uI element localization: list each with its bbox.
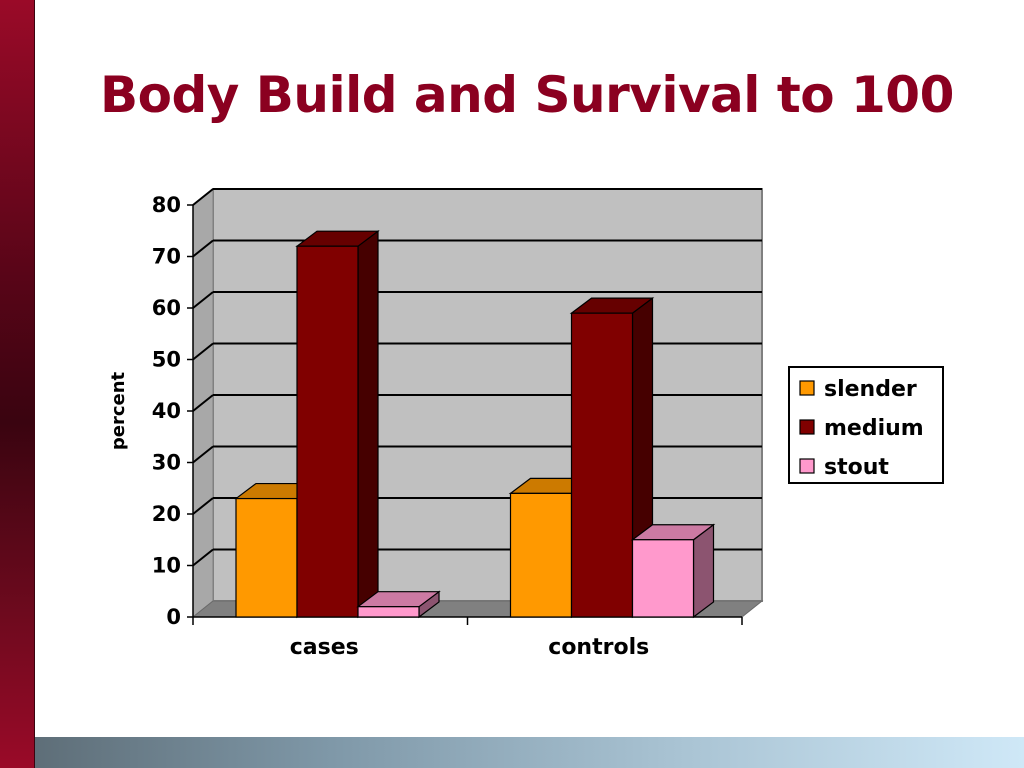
gridline-side [192, 445, 214, 464]
y-tick-label: 70 [152, 245, 181, 269]
bar-stout-cases [357, 606, 420, 618]
bar-stout-controls [631, 539, 695, 618]
gridline-side [192, 291, 214, 309]
legend-swatch-medium [799, 419, 815, 435]
x-category-label: cases [290, 635, 359, 660]
bar-slender-controls [509, 492, 573, 618]
bar-medium-cases [296, 245, 359, 618]
legend-box [788, 366, 944, 484]
gridline-side [192, 548, 214, 567]
gridline-side [192, 239, 214, 258]
legend-label-medium: medium [824, 416, 924, 441]
bar-slender-cases [235, 497, 298, 618]
bar-side-stout-controls [692, 523, 715, 619]
bar-side-medium-cases [357, 229, 379, 619]
legend-label-stout: stout [824, 455, 889, 480]
y-tick-label: 0 [166, 605, 181, 629]
left-accent-bar [0, 0, 35, 768]
legend-swatch-stout [799, 458, 815, 474]
bar-medium-controls [570, 312, 634, 618]
x-category-label: controls [548, 635, 649, 660]
legend-swatch-slender [799, 380, 815, 396]
legend-label-slender: slender [824, 377, 917, 402]
y-tick-label: 20 [152, 502, 181, 526]
slide-title: Body Build and Survival to 100 [100, 66, 954, 124]
gridline-side [192, 394, 214, 412]
gridline-side [192, 497, 214, 515]
y-axis-title: percent [108, 371, 129, 450]
y-tick-label: 30 [152, 451, 181, 475]
gridline-side [192, 188, 214, 206]
bottom-gradient-bar [35, 737, 1024, 768]
y-tick-label: 50 [152, 348, 181, 372]
y-tick-label: 80 [152, 193, 181, 217]
y-tick-label: 60 [152, 296, 181, 320]
y-tick-label: 10 [152, 554, 181, 578]
bar-chart: 0 10 20 30 40 50 60 70 80 cases controls percent sle… [108, 187, 944, 660]
y-tick-label: 40 [152, 399, 181, 423]
gridline-side [192, 342, 214, 361]
